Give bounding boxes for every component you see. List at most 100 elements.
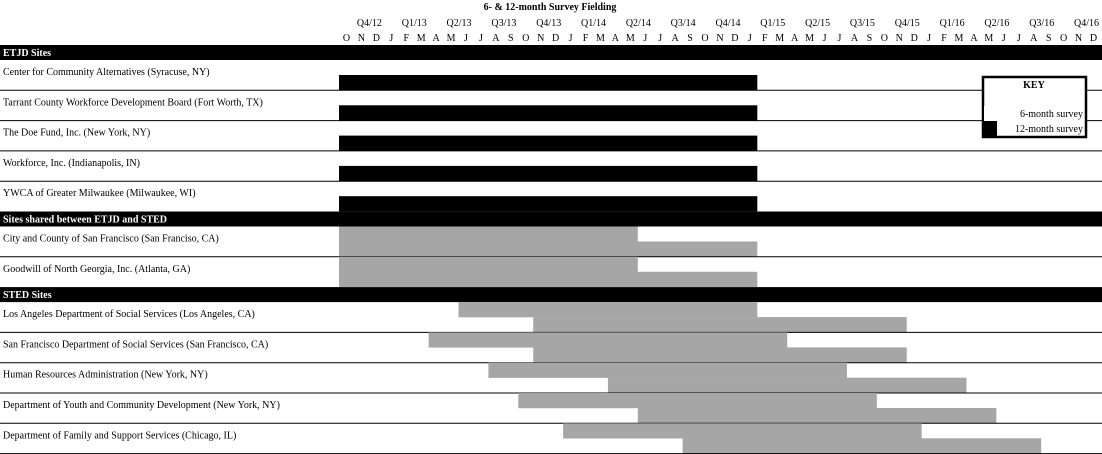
- month-label: J: [748, 33, 752, 44]
- six-month-bar: [458, 302, 758, 318]
- six-month-bar: [339, 226, 638, 242]
- month-label: M: [775, 33, 784, 44]
- month-label: A: [970, 33, 978, 44]
- month-label: A: [1030, 33, 1038, 44]
- key-label: 12-month survey: [1015, 124, 1083, 135]
- key-box: [981, 75, 1088, 139]
- month-label: S: [1046, 33, 1052, 44]
- month-label: F: [403, 33, 409, 44]
- month-label: M: [955, 33, 964, 44]
- twelve-month-bar: [339, 196, 758, 212]
- site-label: City and County of San Francisco (San Fr…: [3, 234, 219, 245]
- month-label: D: [731, 33, 738, 44]
- site-label: YWCA of Greater Milwaukee (Milwaukee, WI…: [3, 188, 196, 199]
- month-label: J: [838, 33, 842, 44]
- site-label: Los Angeles Department of Social Service…: [3, 309, 255, 320]
- month-label: J: [464, 33, 468, 44]
- month-label: A: [492, 33, 500, 44]
- month-label: F: [941, 33, 947, 44]
- chart-title: 6- & 12-month Survey Fielding: [484, 2, 617, 13]
- month-label: J: [1017, 33, 1021, 44]
- twelve-month-bar: [533, 347, 907, 363]
- section-label: ETJD Sites: [3, 48, 51, 59]
- twelve-month-bar: [533, 317, 907, 333]
- quarter-label: Q2/13: [447, 18, 472, 29]
- section-header-bar: [0, 45, 1102, 60]
- month-label: A: [791, 33, 799, 44]
- month-label: M: [447, 33, 456, 44]
- twelve-month-bar: [339, 75, 758, 91]
- twelve-month-bar: [682, 438, 1042, 454]
- quarter-axis: Q4/12 Q1/13 Q2/13 Q3/13 Q4/13 Q1/14 Q2/14 Q3/14…: [357, 18, 1099, 29]
- six-month-bar: [428, 332, 788, 348]
- month-label: D: [1090, 33, 1097, 44]
- six-month-bar: [339, 256, 638, 272]
- month-label: O: [881, 33, 888, 44]
- site-label: San Francisco Department of Social Servi…: [3, 339, 268, 350]
- section-label: STED Sites: [3, 290, 52, 301]
- quarter-label: Q2/15: [805, 18, 830, 29]
- month-label: M: [805, 33, 814, 44]
- month-label: O: [343, 33, 350, 44]
- month-label: O: [522, 33, 529, 44]
- six-month-bar: [563, 423, 922, 439]
- month-label: J: [569, 33, 573, 44]
- site-label: The Doe Fund, Inc. (New York, NY): [3, 128, 150, 139]
- month-label: N: [1075, 33, 1082, 44]
- six-month-bar: [488, 362, 847, 378]
- key-swatch-6-month: [984, 106, 997, 121]
- month-label: J: [927, 33, 931, 44]
- quarter-label: Q4/15: [895, 18, 920, 29]
- month-label: S: [867, 33, 873, 44]
- month-label: J: [658, 33, 662, 44]
- month-label: D: [552, 33, 559, 44]
- quarter-label: Q1/15: [760, 18, 785, 29]
- quarter-label: Q3/13: [491, 18, 516, 29]
- quarter-label: Q3/16: [1029, 18, 1054, 29]
- key-title: KEY: [1023, 80, 1045, 91]
- twelve-month-bar: [339, 241, 758, 257]
- chart-body: ETJD Sites Center for Community Alternati…: [0, 45, 1102, 454]
- section-header-bar: [0, 287, 1102, 303]
- month-label: N: [358, 33, 365, 44]
- month-label: A: [672, 33, 680, 44]
- month-label: N: [537, 33, 544, 44]
- month-label: J: [823, 33, 827, 44]
- quarter-label: Q1/16: [940, 18, 965, 29]
- twelve-month-bar: [637, 408, 997, 424]
- quarter-label: Q4/13: [536, 18, 561, 29]
- quarter-label: Q3/14: [671, 18, 696, 29]
- quarter-label: Q4/12: [357, 18, 382, 29]
- month-label: S: [687, 33, 693, 44]
- legend-key: KEY 6-month survey 12-month survey: [981, 75, 1088, 139]
- twelve-month-bar: [607, 377, 967, 393]
- month-label: J: [389, 33, 393, 44]
- month-label: F: [762, 33, 768, 44]
- quarter-label: Q3/15: [850, 18, 875, 29]
- twelve-month-bar: [339, 105, 758, 121]
- quarter-label: Q1/13: [402, 18, 427, 29]
- quarter-label: Q2/14: [626, 18, 651, 29]
- quarter-label: Q4/16: [1074, 18, 1099, 29]
- month-label: N: [896, 33, 903, 44]
- section-label: Sites shared between ETJD and STED: [3, 215, 167, 226]
- month-label: O: [701, 33, 708, 44]
- month-label: S: [508, 33, 514, 44]
- site-label: Human Resources Administration (New York…: [3, 370, 208, 381]
- twelve-month-bar: [339, 271, 758, 287]
- month-label: D: [373, 33, 380, 44]
- six-month-bar: [518, 393, 877, 409]
- month-label: N: [716, 33, 723, 44]
- month-label: M: [417, 33, 426, 44]
- section-header-bar: [0, 211, 1102, 227]
- month-label: A: [851, 33, 859, 44]
- month-label: J: [1002, 33, 1006, 44]
- month-label: M: [596, 33, 605, 44]
- month-label: O: [1060, 33, 1067, 44]
- month-label: F: [583, 33, 589, 44]
- site-label: Workforce, Inc. (Indianapolis, IN): [3, 158, 140, 169]
- key-swatch-12-month: [984, 121, 997, 136]
- month-label: A: [612, 33, 620, 44]
- site-label: Goodwill of North Georgia, Inc. (Atlanta…: [3, 264, 190, 275]
